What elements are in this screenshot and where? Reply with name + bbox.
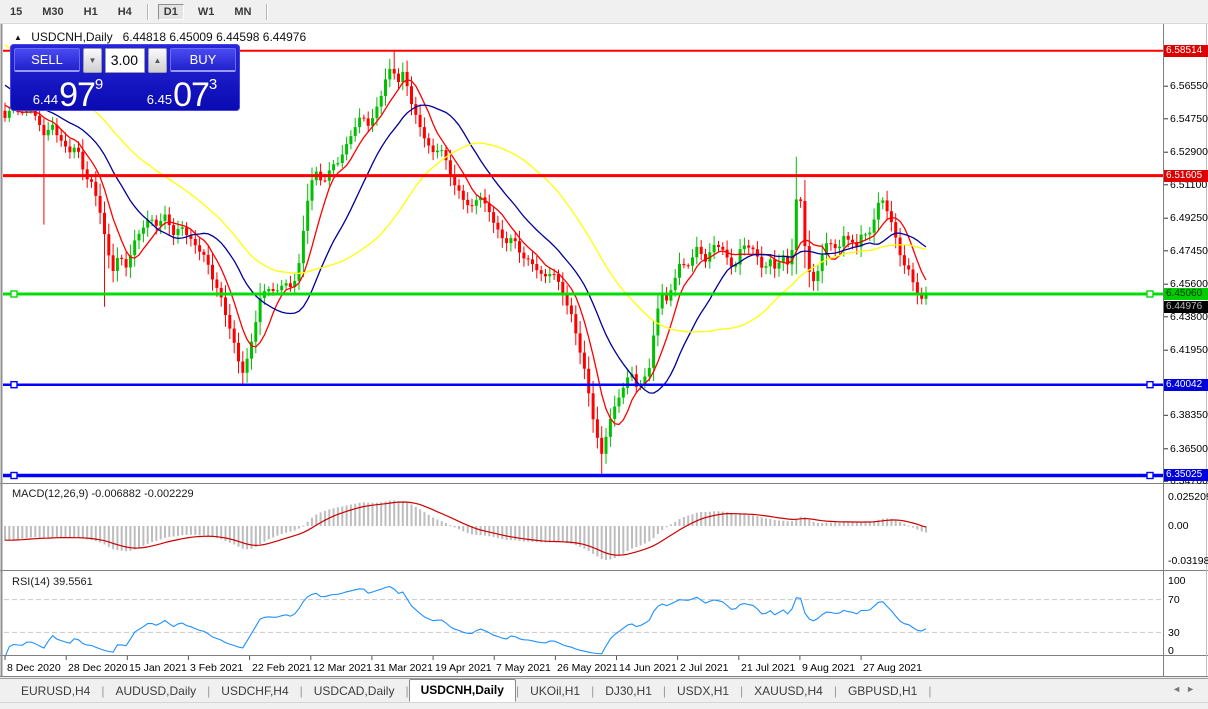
chart-tab-eurusd[interactable]: EURUSD,H4 [21,684,91,698]
date-tick-label: 12 Mar 2021 [313,662,372,674]
timeframe-toolbar: 15 M30 H1 H4 D1 W1 MN [0,0,1208,24]
symbol-period-label: USDCNH,Daily [31,30,113,44]
collapse-triangle-icon[interactable]: ▲ [14,33,22,42]
volume-increase-button[interactable]: ▲ [148,48,167,73]
chart-tab-ukoil[interactable]: UKOil,H1 [530,684,581,698]
price-tick-label: 6.51100 [1170,179,1208,191]
tab-separator: | [299,684,303,698]
tab-scroll-arrows[interactable]: ◄► [1172,684,1200,694]
tab-separator: | [515,684,520,698]
rsi-axis-label: 30 [1168,627,1180,639]
date-tick-label: 28 Dec 2020 [68,662,128,674]
chart-tab-dj30[interactable]: DJ30,H1 [605,684,652,698]
macd-axis-label: 0.00 [1168,520,1189,532]
date-tick-label: 31 Mar 2021 [374,662,433,674]
timeframe-button-d1[interactable]: D1 [157,3,184,20]
macd-histogram [4,500,927,560]
price-level-chip: 6.45060 [1164,288,1208,300]
chart-tab-usdcnh[interactable]: USDCNH,Daily [408,679,516,702]
rsi-axis-label: 100 [1168,575,1186,587]
tab-separator: | [833,684,837,698]
tab-separator: | [740,684,744,698]
timeframe-button-15[interactable]: 15 [10,5,23,18]
chart-tab-usdcad[interactable]: USDCAD,Daily [313,684,395,698]
macd-indicator-header: MACD(12,26,9) -0.006882 -0.002229 [12,488,194,500]
timeframe-button-h1[interactable]: H1 [83,5,98,18]
tab-scroll-right-icon[interactable]: ► [1186,684,1200,694]
date-tick-label: 9 Aug 2021 [802,662,856,674]
price-tick-label: 6.49250 [1170,212,1208,224]
ohlc-values: 6.44818 6.45009 6.44598 6.44976 [122,30,307,44]
price-tick-label: 6.41950 [1170,344,1208,356]
toolbar-separator [266,3,269,20]
price-tick-label: 6.38350 [1170,409,1208,421]
date-tick-label: 21 Jul 2021 [741,662,796,674]
buy-button[interactable]: BUY [170,48,236,72]
macd-signal-line [5,501,927,556]
date-tick-label: 2 Jul 2021 [680,662,729,674]
date-tick-label: 3 Feb 2021 [190,662,244,674]
toolbar-separator [146,3,149,20]
sell-price-display[interactable]: 6.44 97 9 [32,76,104,114]
price-level-chip: 6.58514 [1164,45,1208,57]
date-tick-label: 27 Aug 2021 [863,662,922,674]
tab-separator: | [591,684,595,698]
price-tick-label: 6.43800 [1170,311,1208,323]
chart-title: ▲ USDCNH,Daily 6.44818 6.45009 6.44598 6… [14,30,306,44]
tab-separator: | [662,684,667,698]
chart-tab-xauusd[interactable]: XAUUSD,H4 [754,684,823,698]
one-click-trade-panel: SELL ▼ 3.00 ▲ BUY 6.44 97 9 6.45 07 3 [10,44,240,114]
ma-40-line [4,44,927,333]
date-tick-label: 19 Apr 2021 [435,662,492,674]
date-tick-label: 15 Jan 2021 [129,662,187,674]
status-strip [0,702,1208,709]
macd-axis-label: -0.03198 [1168,555,1208,567]
timeframe-button-h4[interactable]: H4 [117,5,132,18]
price-level-chip: 6.35025 [1164,469,1208,481]
timeframe-button-w1[interactable]: W1 [197,5,215,18]
price-tick-label: 6.45600 [1170,278,1208,290]
volume-input[interactable]: 3.00 [105,48,145,73]
chart-tab-audusd[interactable]: AUDUSD,Daily [115,684,197,698]
price-tick-label: 6.54750 [1170,113,1208,125]
date-tick-label: 7 May 2021 [496,662,551,674]
tab-separator: | [405,684,409,698]
date-tick-label: 8 Dec 2020 [7,662,61,674]
volume-decrease-button[interactable]: ▼ [83,48,102,73]
buy-price-display[interactable]: 6.45 07 3 [146,76,218,114]
price-tick-label: 6.56550 [1170,80,1208,92]
chart-tab-usdchf[interactable]: USDCHF,H4 [221,684,289,698]
tab-separator: | [207,684,211,698]
rsi-line [4,586,927,658]
price-level-chip: 6.40042 [1164,379,1208,391]
timeframe-button-mn[interactable]: MN [234,5,252,18]
chart-tab-usdx[interactable]: USDX,H1 [677,684,730,698]
ma-18-line [4,84,927,394]
sell-button[interactable]: SELL [14,48,80,72]
chart-tab-gbpusd[interactable]: GBPUSD,H1 [847,684,918,698]
rsi-indicator-header: RSI(14) 39.5561 [12,576,93,588]
price-level-chip: 6.44976 [1164,301,1208,313]
tab-separator: | [928,684,932,698]
price-tick-label: 6.52900 [1170,146,1208,158]
tab-scroll-left-icon[interactable]: ◄ [1172,684,1187,694]
macd-axis-label: 0.025209 [1168,491,1208,503]
date-tick-label: 22 Feb 2021 [252,662,311,674]
price-tick-label: 6.47450 [1170,245,1208,257]
tab-separator: | [101,684,105,698]
price-tick-label: 6.36500 [1170,443,1208,455]
price-level-chip: 6.51605 [1164,170,1208,182]
chart-tab-bar: EURUSD,H4 | AUDUSD,Daily | USDCHF,H4 | USDCAD,… [0,678,1208,702]
timeframe-button-m30[interactable]: M30 [42,5,64,18]
rsi-axis-label: 70 [1168,594,1180,606]
date-tick-label: 26 May 2021 [557,662,618,674]
rsi-axis-label: 0 [1168,645,1174,657]
date-tick-label: 14 Jun 2021 [619,662,677,674]
